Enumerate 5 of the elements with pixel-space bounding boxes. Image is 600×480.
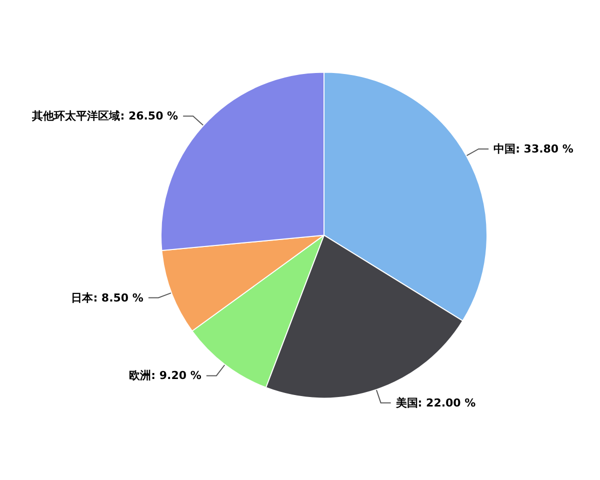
slice-label: 欧洲: 9.20 %	[129, 369, 202, 382]
slice-label: 其他环太平洋区域: 26.50 %	[31, 110, 178, 123]
slice-label: 美国: 22.00 %	[394, 396, 476, 410]
slice-label: 中国: 33.80 %	[494, 142, 574, 156]
slice-label: 日本: 8.50 %	[71, 291, 144, 304]
